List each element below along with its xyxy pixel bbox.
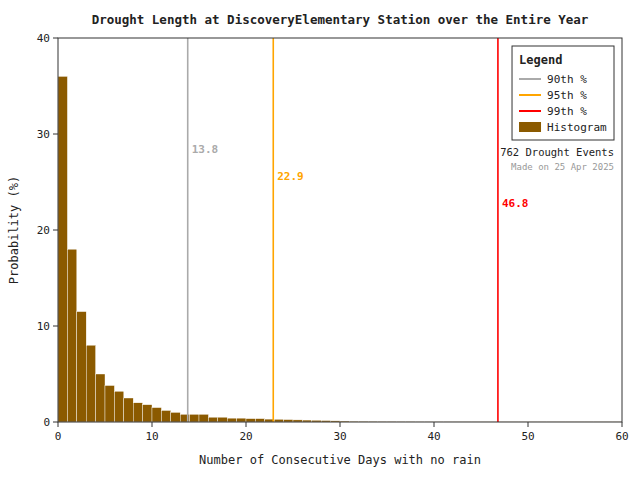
title: Drought Length at DiscoveryElementary St… [92, 12, 589, 27]
legend: Legend 90th % 95th % 99th % Histogram [512, 46, 614, 140]
percentile-label: 22.9 [277, 170, 304, 183]
x-tick-label: 50 [521, 430, 534, 443]
histogram-bar [114, 391, 123, 422]
annotation: 762 Drought Events [500, 146, 614, 158]
legend-entry: 95th % [547, 89, 587, 102]
x-tick [340, 422, 341, 427]
histogram-bar [58, 76, 67, 422]
data-area [58, 38, 622, 422]
plot-frame [58, 38, 622, 422]
histogram-bar [199, 414, 208, 422]
chart: 0 10 20 30 40 50 60 0 10 20 30 40 Drought Length at … [0, 0, 640, 480]
legend-swatch [519, 122, 541, 132]
x-tick-label: 40 [427, 430, 440, 443]
x-tick [152, 422, 153, 427]
y-tick [53, 326, 58, 327]
ticks: 0 10 20 30 40 50 60 0 10 20 30 40 [37, 32, 629, 443]
histogram-bar [218, 417, 227, 422]
x-tick [528, 422, 529, 427]
x-tick [434, 422, 435, 427]
annotation: Made on 25 Apr 2025 [511, 162, 614, 172]
legend-swatch [519, 110, 541, 112]
y-tick-label: 10 [37, 320, 50, 333]
y-tick [53, 230, 58, 231]
legend-entry: Histogram [547, 121, 607, 134]
x-tick [58, 422, 59, 427]
percentile-line [187, 38, 189, 422]
annotations: 762 Drought Events Made on 25 Apr 2025 [500, 146, 614, 172]
x-tick-label: 20 [239, 430, 252, 443]
y-tick [53, 134, 58, 135]
histogram-bar [96, 374, 105, 422]
histogram-bar [227, 418, 236, 422]
histogram-bar [171, 412, 180, 422]
histogram-bar [255, 419, 264, 422]
legend-entry: 90th % [547, 73, 587, 86]
histogram-bar [77, 312, 86, 422]
legend-swatch [519, 94, 541, 96]
histogram-bar [161, 410, 170, 422]
x-tick-label: 60 [615, 430, 628, 443]
histogram-bar [246, 419, 255, 422]
histogram-bar [124, 398, 133, 422]
x-tick-label: 0 [55, 430, 62, 443]
x-tick-label: 10 [145, 430, 158, 443]
histogram-bar [237, 418, 246, 422]
x-tick-label: 30 [333, 430, 346, 443]
histogram-bar [133, 403, 142, 422]
histogram-bar [105, 386, 114, 422]
y-tick-label: 40 [37, 32, 50, 45]
legend-box [512, 46, 614, 140]
histogram-bar [67, 249, 76, 422]
plot-area [58, 38, 622, 422]
histogram-bar [152, 408, 161, 422]
percentile-label: 13.8 [192, 143, 219, 156]
x-tick [622, 422, 623, 427]
histogram-bar [208, 417, 217, 422]
histogram-bar [143, 405, 152, 422]
percentile-label: 46.8 [502, 197, 529, 210]
legend-title: Legend [519, 53, 562, 67]
y-tick [53, 38, 58, 39]
histogram-bar [86, 345, 95, 422]
legend-swatch [519, 78, 541, 80]
y-tick-label: 20 [37, 224, 50, 237]
y-tick-label: 0 [43, 416, 50, 429]
y-axis-label: Probability (%) [7, 176, 21, 284]
percentile-line [497, 38, 499, 422]
x-tick [246, 422, 247, 427]
y-tick [53, 422, 58, 423]
legend-entry: 99th % [547, 105, 587, 118]
percentile-line [272, 38, 274, 422]
x-axis-label: Number of Consecutive Days with no rain [199, 453, 481, 467]
percentile-labels: 13.8 22.9 46.8 [192, 143, 529, 210]
y-tick-label: 30 [37, 128, 50, 141]
histogram-bar [190, 414, 199, 422]
